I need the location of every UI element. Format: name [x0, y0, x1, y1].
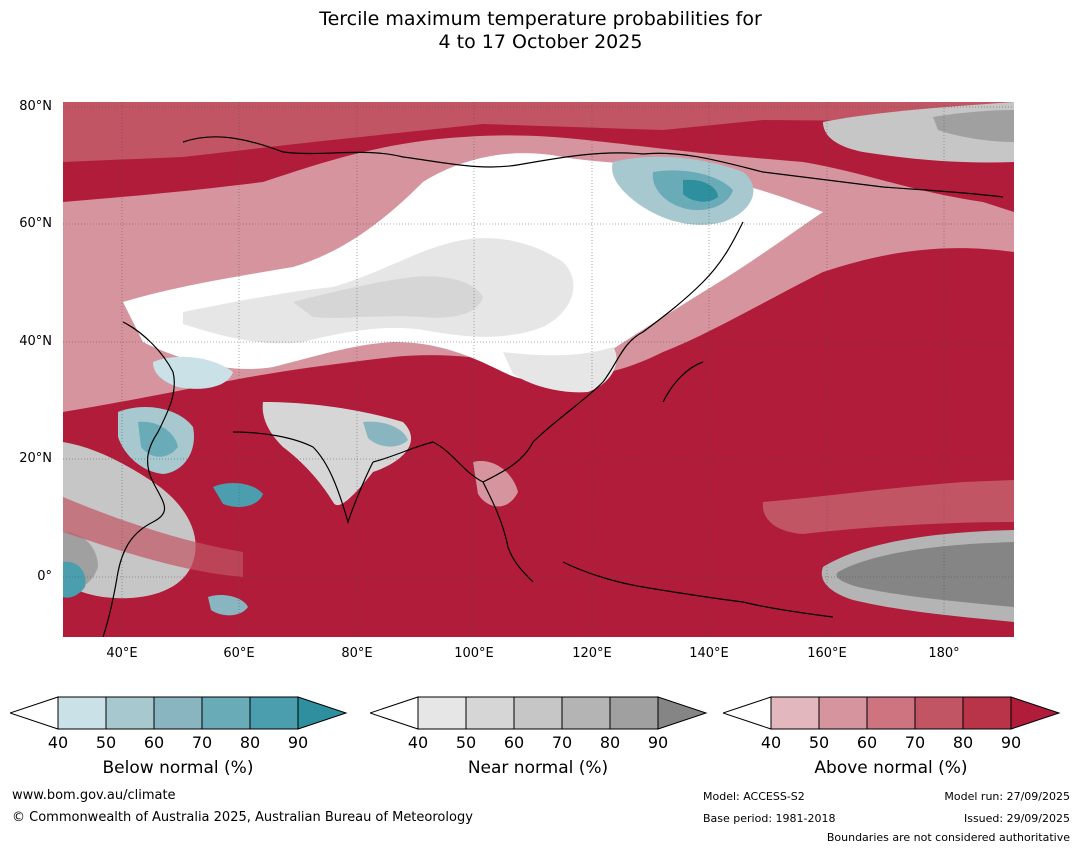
above-normal-indochina	[473, 461, 518, 507]
colorbar-near-start	[370, 696, 419, 730]
model-text: Model: ACCESS-S2	[703, 790, 805, 803]
colorbar-below-cell-80	[249, 696, 299, 730]
colorbar-below-cell-50	[105, 696, 155, 730]
graticule	[63, 102, 1014, 637]
colorbar-below-cell-70	[201, 696, 251, 730]
website-link[interactable]: www.bom.gov.au/climate	[12, 788, 176, 803]
base-period-text: Base period: 1981-2018	[703, 812, 836, 825]
tick-below-70: 70	[191, 733, 213, 752]
below-normal-indian-ocean	[208, 595, 248, 616]
tick-above-40: 40	[760, 733, 782, 752]
colorbar-below-end	[297, 696, 348, 730]
lat-label-40n: 40°N	[19, 334, 52, 349]
colorbar-near-cell-50	[465, 696, 515, 730]
colorbar-near-cell-60	[513, 696, 563, 730]
colorbar-near-cell-70	[561, 696, 611, 730]
colorbar-above-cell-80	[962, 696, 1012, 730]
near-normal-arctic-inner	[933, 110, 1014, 142]
colorbar-above-cell-70	[914, 696, 964, 730]
colorbar-above-cell-40	[770, 696, 820, 730]
tick-above-90: 90	[1000, 733, 1022, 752]
map-canvas	[63, 102, 1014, 638]
tick-below-90: 90	[287, 733, 309, 752]
legend-above-title: Above normal (%)	[814, 758, 968, 778]
lon-label-100e: 100°E	[454, 646, 494, 661]
tick-above-60: 60	[856, 733, 878, 752]
chart-title: Tercile maximum temperature probabilitie…	[0, 8, 1081, 54]
colorbar-near-normal	[370, 696, 708, 730]
colorbar-below-normal	[10, 696, 348, 730]
tick-near-80: 80	[599, 733, 621, 752]
lon-label-140e: 140°E	[689, 646, 729, 661]
below-normal-arabia-inner	[138, 421, 178, 457]
colorbar-above-cell-50	[818, 696, 868, 730]
above-normal-band-equator	[63, 497, 243, 577]
title-line-1: Tercile maximum temperature probabilitie…	[319, 8, 762, 30]
colorbar-above-start	[723, 696, 772, 730]
below-normal-siberia-core	[683, 179, 718, 202]
above-normal-band-pacific	[762, 480, 1014, 534]
tick-near-60: 60	[503, 733, 525, 752]
lon-label-80e: 80°E	[341, 646, 373, 661]
lon-label-180: 180°	[928, 646, 960, 661]
below-normal-east-india	[363, 421, 408, 447]
lon-label-120e: 120°E	[572, 646, 612, 661]
colorbar-below-cell-60	[153, 696, 203, 730]
lat-label-20n: 20°N	[19, 451, 52, 466]
lat-label-0: 0°	[37, 569, 52, 584]
above-normal-band-north	[63, 102, 1014, 162]
tick-above-50: 50	[808, 733, 830, 752]
colorbar-near-cell-40	[417, 696, 467, 730]
near-normal-50-region	[293, 276, 483, 318]
model-run-text: Model run: 27/09/2025	[944, 790, 1070, 803]
tick-below-50: 50	[95, 733, 117, 752]
near-normal-pacific-core	[836, 542, 1014, 607]
below-normal-arabian-sea	[213, 482, 263, 507]
colorbar-near-cell-80	[609, 696, 659, 730]
tick-near-90: 90	[647, 733, 669, 752]
tick-near-70: 70	[551, 733, 573, 752]
legend-below-title: Below normal (%)	[102, 758, 254, 778]
near-normal-north-china	[503, 347, 617, 393]
colorbar-below-cell-40	[57, 696, 107, 730]
title-line-2: 4 to 17 October 2025	[438, 31, 643, 53]
tick-below-80: 80	[239, 733, 261, 752]
colorbar-above-cell-60	[866, 696, 916, 730]
lat-label-60n: 60°N	[19, 216, 52, 231]
forecast-map	[63, 102, 1014, 638]
legend-near-title: Near normal (%)	[467, 758, 609, 778]
tick-above-70: 70	[904, 733, 926, 752]
issued-text: Issued: 29/09/2025	[963, 812, 1070, 825]
colorbar-near-end	[657, 696, 708, 730]
lat-label-80n: 80°N	[19, 99, 52, 114]
tick-near-40: 40	[407, 733, 429, 752]
tick-near-50: 50	[455, 733, 477, 752]
disclaimer-text: Boundaries are not considered authoritat…	[826, 831, 1070, 844]
colorbar-below-start	[10, 696, 59, 730]
tick-below-40: 40	[47, 733, 69, 752]
below-normal-somalia	[63, 561, 86, 598]
lon-label-60e: 60°E	[223, 646, 255, 661]
lon-label-160e: 160°E	[807, 646, 847, 661]
copyright-text: © Commonwealth of Australia 2025, Austra…	[12, 810, 473, 825]
tick-below-60: 60	[143, 733, 165, 752]
lon-label-40e: 40°E	[106, 646, 138, 661]
colorbar-above-normal	[723, 696, 1061, 730]
tick-above-80: 80	[952, 733, 974, 752]
colorbar-above-end	[1010, 696, 1061, 730]
below-normal-iran	[153, 356, 233, 389]
